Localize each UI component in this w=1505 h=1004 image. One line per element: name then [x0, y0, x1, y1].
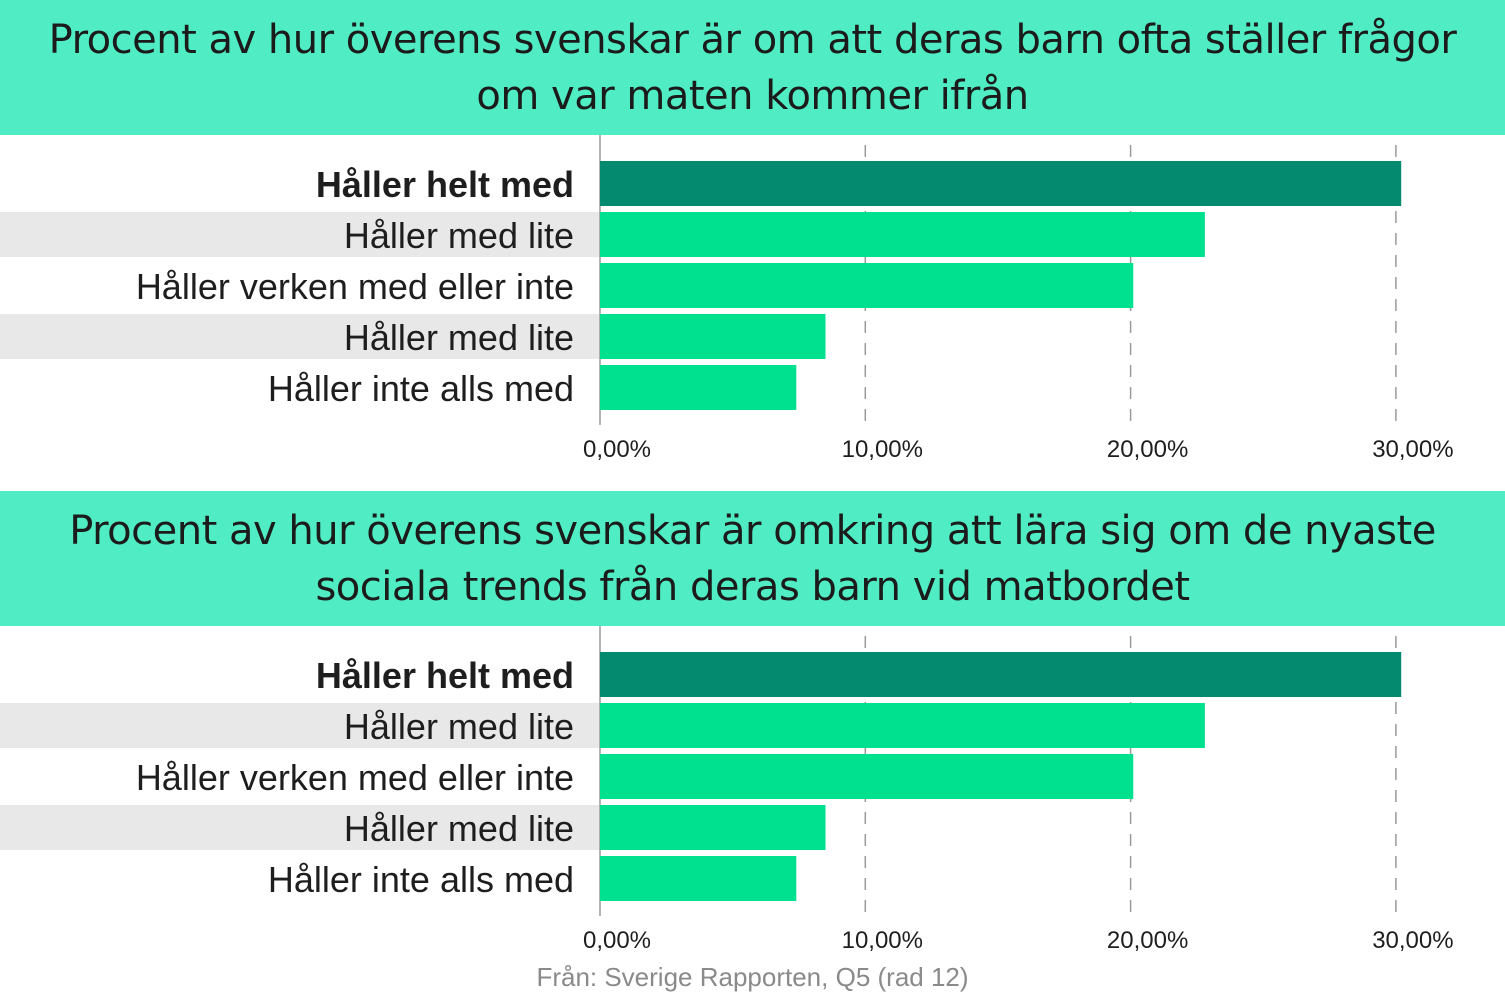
row-stripe: [0, 703, 600, 748]
x-tick-label: 10,00%: [842, 436, 923, 463]
row-stripe: [0, 805, 600, 850]
bar: [600, 703, 1205, 748]
x-tick-label: 10,00%: [842, 927, 923, 954]
bar: [600, 263, 1134, 308]
chart-1-plot: Håller helt med Håller med lite Håller ver…: [0, 135, 1454, 463]
category-label: Håller helt med: [316, 655, 574, 696]
bar: [600, 212, 1205, 257]
row-stripe: [0, 212, 600, 257]
category-label: Håller med lite: [344, 215, 574, 256]
x-tick-label: 20,00%: [1107, 436, 1188, 463]
category-label: Håller inte alls med: [268, 859, 574, 900]
category-label: Håller inte alls med: [268, 368, 574, 409]
category-label: Håller verken med eller inte: [136, 266, 574, 307]
category-label: Håller med lite: [344, 808, 574, 849]
row-stripe: [0, 314, 600, 359]
bar: [600, 805, 826, 850]
chart-1-header: Procent av hur överens svenskar är om at…: [0, 0, 1505, 135]
bar: [600, 652, 1402, 697]
bar: [600, 365, 797, 410]
bar: [600, 754, 1134, 799]
chart-2-plot: Håller helt med Håller med lite Håller ver…: [0, 626, 1454, 954]
chart-2-header: Procent av hur överens svenskar är omkri…: [0, 491, 1505, 626]
category-label: Håller med lite: [344, 706, 574, 747]
bar: [600, 856, 797, 901]
x-tick-label: 0,00%: [583, 436, 651, 463]
x-tick-label: 0,00%: [583, 927, 651, 954]
chart-1-title: Procent av hur överens svenskar är om at…: [48, 16, 1457, 119]
x-tick-label: 30,00%: [1372, 436, 1453, 463]
bar: [600, 314, 826, 359]
x-tick-label: 20,00%: [1107, 927, 1188, 954]
source-note: Från: Sverige Rapporten, Q5 (rad 12): [536, 962, 969, 992]
x-tick-label: 30,00%: [1372, 927, 1453, 954]
chart-2-title: Procent av hur överens svenskar är omkri…: [69, 507, 1436, 610]
category-label: Håller helt med: [316, 164, 574, 205]
bar: [600, 161, 1402, 206]
category-label: Håller med lite: [344, 317, 574, 358]
category-label: Håller verken med eller inte: [136, 757, 574, 798]
